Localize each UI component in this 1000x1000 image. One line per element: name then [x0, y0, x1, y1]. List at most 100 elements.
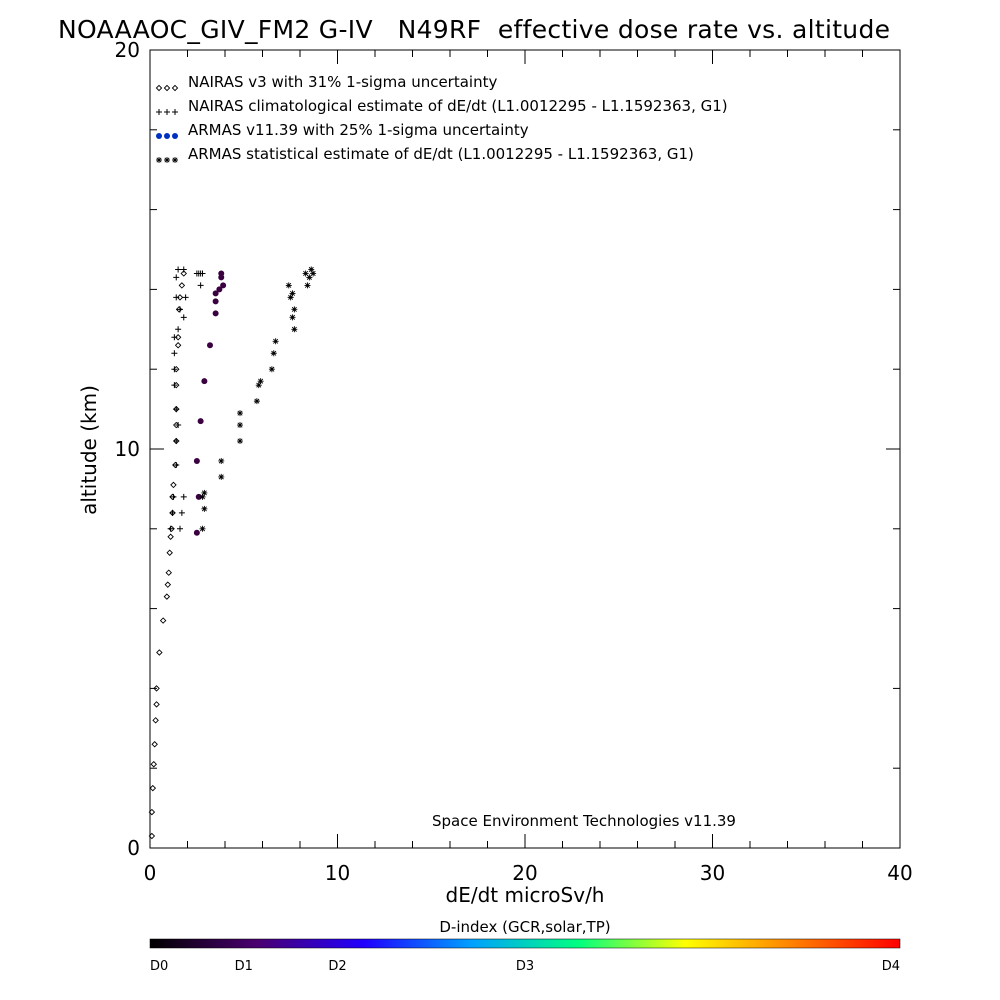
chart-title: NOAAAOC_GIV_FM2 G-IV N49RF effective dos…	[58, 15, 890, 44]
armas-statistical-point	[237, 422, 243, 429]
armas-statistical-point	[272, 338, 279, 345]
nairas-climatology-point	[180, 314, 187, 321]
y-tick-labels: 0 10 20	[115, 38, 140, 860]
legend-marker-plus	[164, 109, 170, 115]
armas-statistical-point	[199, 525, 206, 532]
nairas-point	[156, 649, 163, 656]
legend-marker-dot	[172, 133, 178, 139]
legend-marker-dot	[156, 133, 162, 139]
legend-marker-asterisk	[156, 157, 162, 163]
legend-marker-diamond	[163, 84, 171, 92]
colorbar-label: D0	[150, 959, 168, 974]
nairas-point	[176, 294, 184, 301]
armas-statistical-point	[199, 493, 206, 500]
x-tick-label: 0	[144, 861, 157, 885]
nairas-point	[180, 270, 187, 277]
armas-point	[193, 457, 200, 464]
x-axis-label: dE/dt microSv/h	[446, 883, 605, 907]
colorbar-label: D2	[328, 959, 346, 974]
nairas-point	[172, 461, 179, 469]
legend-label: ARMAS statistical estimate of dE/dt (L1.…	[188, 145, 694, 163]
nairas-climatology-point	[173, 438, 180, 445]
armas-statistical-point	[308, 266, 315, 273]
y-tick-label: 0	[127, 836, 140, 860]
legend-label: NAIRAS v3 with 31% 1-sigma uncertainty	[188, 73, 497, 91]
armas-point	[218, 270, 225, 277]
legend-marker-plus	[156, 109, 162, 115]
nairas-point	[164, 581, 172, 588]
nairas-point	[148, 832, 156, 840]
armas-statistical-point	[287, 294, 294, 301]
nairas-point	[169, 493, 176, 501]
legend: NAIRAS v3 with 31% 1-sigma uncertainty NA…	[155, 73, 728, 163]
plot-frame	[149, 49, 901, 849]
armas-point	[193, 529, 200, 536]
armas-point	[212, 290, 219, 297]
armas-statistical-point	[253, 398, 260, 405]
armas-statistical-point	[289, 290, 296, 297]
nairas-climatology-point	[171, 366, 178, 373]
nairas-point	[163, 593, 171, 600]
armas-statistical-point	[270, 350, 277, 357]
nairas-point	[167, 533, 174, 541]
nairas-point	[152, 717, 159, 724]
x-tick-label: 40	[887, 861, 912, 885]
armas-statistical-point	[310, 270, 317, 277]
nairas-climatology-point	[199, 270, 206, 277]
armas-point	[201, 378, 208, 385]
legend-marker-dot	[164, 133, 170, 139]
nairas-climatology-point	[175, 266, 182, 273]
nairas-point	[168, 525, 175, 533]
colorbar-label: D1	[235, 959, 253, 974]
y-tick-label: 10	[115, 437, 140, 461]
nairas-climatology-point	[173, 294, 180, 301]
y-tick-label: 20	[115, 38, 140, 62]
nairas-climatology-point	[180, 266, 187, 273]
nairas-point	[166, 549, 173, 556]
nairas-climatology-point	[177, 306, 183, 313]
x-tick-label: 20	[512, 861, 537, 885]
armas-statistical-point	[237, 410, 243, 417]
nairas-climatology-point	[171, 334, 178, 341]
armas-statistical-point	[201, 489, 208, 496]
x-tick-labels: 0 10 20 30 40	[144, 861, 913, 885]
data-points	[148, 266, 317, 840]
armas-statistical-point	[302, 270, 309, 277]
armas-statistical-point	[291, 306, 298, 313]
armas-point	[216, 286, 223, 293]
nairas-climatology-point	[175, 326, 182, 333]
nairas-point	[149, 784, 157, 792]
armas-point	[212, 298, 219, 305]
armas-statistical-point	[237, 438, 243, 445]
annotation: Space Environment Technologies v11.39	[432, 812, 736, 830]
armas-statistical-point	[257, 378, 264, 385]
nairas-climatology-point	[173, 461, 180, 468]
nairas-point	[153, 685, 160, 692]
armas-statistical-point	[304, 282, 311, 289]
legend-marker-diamond	[171, 84, 179, 92]
colorbar-label: D3	[516, 959, 534, 974]
nairas-climatology-point	[177, 525, 183, 532]
x-tick-label: 10	[325, 861, 350, 885]
nairas-point	[174, 342, 182, 349]
colorbar-title: D-index (GCR,solar,TP)	[439, 918, 610, 936]
armas-point	[197, 418, 204, 425]
legend-label: NAIRAS climatological estimate of dE/dt …	[188, 97, 728, 115]
armas-statistical-point	[285, 282, 292, 289]
legend-marker-asterisk	[172, 157, 178, 163]
armas-statistical-point	[201, 505, 208, 512]
legend-marker-plus	[172, 109, 178, 115]
armas-point	[220, 282, 227, 289]
armas-statistical-point	[218, 457, 225, 464]
nairas-point	[153, 701, 160, 708]
nairas-point	[148, 808, 156, 816]
legend-marker-diamond	[155, 84, 163, 92]
nairas-point	[175, 306, 183, 313]
nairas-climatology-point	[180, 493, 187, 500]
nairas-climatology-point	[197, 282, 204, 289]
nairas-climatology-point	[173, 274, 180, 281]
colorbar-labels: D0 D1 D2 D3 D4	[150, 959, 900, 974]
colorbar	[149, 938, 901, 949]
armas-statistical-point	[289, 314, 296, 321]
